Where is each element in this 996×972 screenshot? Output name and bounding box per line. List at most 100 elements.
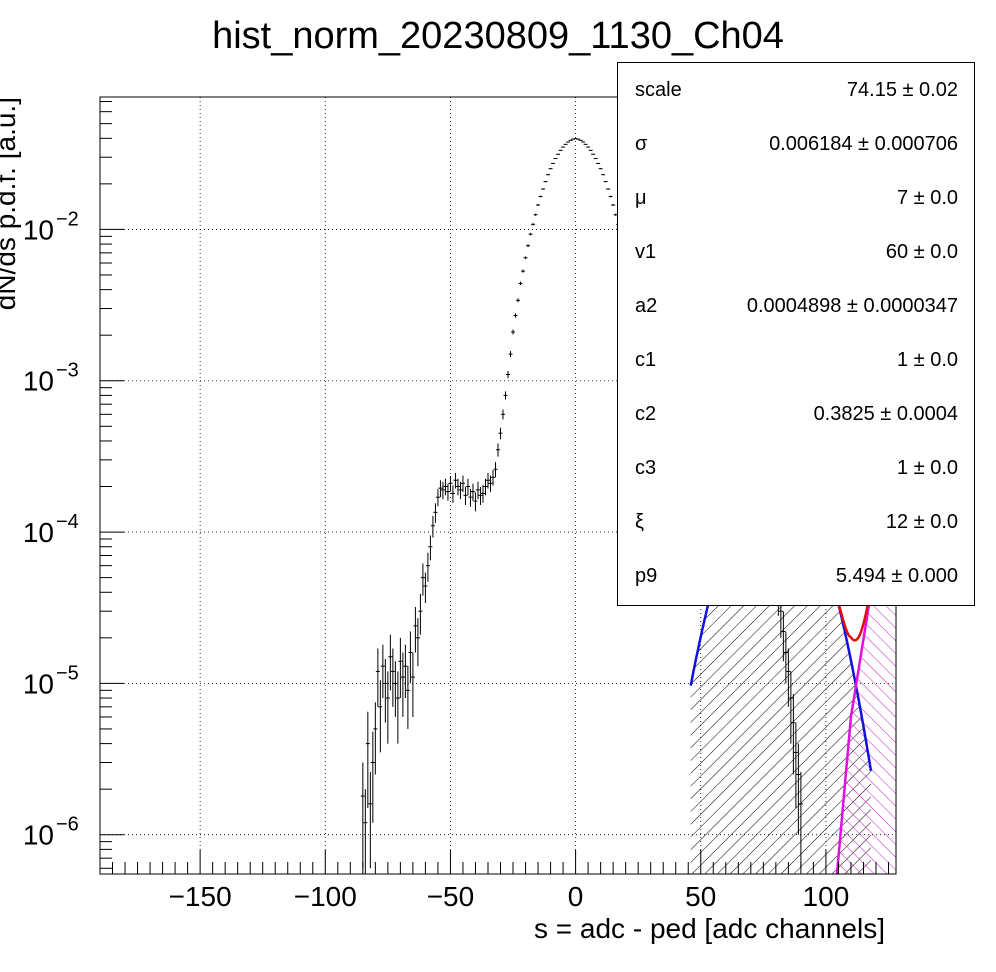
y-tick-label: 10: [23, 517, 54, 548]
data-point: [608, 195, 613, 198]
data-point: [576, 138, 581, 140]
data-point: [788, 671, 793, 744]
stats-param-value: 12 ± 0.0: [885, 511, 958, 533]
data-point: [383, 658, 388, 723]
data-point: [613, 213, 618, 216]
data-point: [528, 232, 533, 236]
data-point: [596, 162, 601, 164]
data-point: [380, 644, 385, 699]
data-point: [463, 486, 468, 505]
x-axis-label: s = adc - ped [adc channels]: [534, 913, 885, 944]
stats-row: p9 5.494 ± 0.000: [618, 549, 974, 603]
data-point: [435, 489, 440, 507]
data-point: [586, 146, 591, 148]
data-point: [483, 478, 488, 496]
data-point: [490, 470, 495, 486]
data-point: [455, 478, 460, 496]
data-point: [508, 351, 513, 358]
data-point: [373, 702, 378, 775]
data-point: [566, 141, 571, 143]
data-point: [793, 722, 798, 809]
data-point: [556, 153, 561, 155]
data-point: [523, 256, 528, 260]
data-point: [526, 244, 531, 248]
data-point: [420, 563, 425, 596]
stats-param-name: a2: [635, 295, 658, 317]
data-point: [378, 680, 383, 753]
data-point: [370, 731, 375, 823]
data-point: [368, 771, 373, 869]
data-point: [498, 427, 503, 440]
data-point: [395, 671, 400, 744]
x-tick-label: 0: [568, 881, 584, 912]
x-tick-label: −100: [294, 881, 357, 912]
data-point: [493, 462, 498, 478]
data-points: [360, 138, 803, 874]
data-point: [385, 671, 390, 744]
data-point: [468, 488, 473, 507]
data-point: [781, 611, 786, 662]
data-point: [598, 168, 603, 170]
data-point: [415, 618, 420, 667]
data-point: [433, 503, 438, 523]
data-point: [398, 637, 403, 699]
data-point: [593, 158, 598, 160]
y-tick-exponent: −4: [56, 511, 79, 533]
data-point: [413, 606, 418, 653]
y-tick-exponent: −6: [56, 814, 79, 836]
data-point: [485, 472, 490, 489]
data-point: [606, 188, 611, 190]
stats-param-value: 74.15 ± 0.02: [846, 79, 958, 101]
y-tick-label: 10: [23, 214, 54, 245]
stats-row: v1 60 ± 0.0: [618, 225, 974, 279]
data-point: [791, 694, 796, 775]
data-point: [475, 481, 480, 500]
y-tick-exponent: −2: [56, 208, 79, 230]
data-point: [601, 174, 606, 176]
stats-param-name: c2: [635, 403, 657, 425]
stats-param-value: 1 ± 0.0: [896, 349, 958, 371]
data-point: [543, 180, 548, 183]
data-point: [798, 771, 803, 869]
data-point: [513, 313, 518, 318]
y-tick-label: 10: [23, 820, 54, 851]
data-point: [496, 443, 500, 457]
data-point: [581, 141, 586, 143]
data-point: [450, 485, 455, 503]
data-point: [503, 391, 508, 400]
data-point: [568, 139, 573, 141]
data-point: [796, 743, 801, 835]
data-point: [393, 661, 398, 717]
data-point: [453, 472, 458, 489]
stats-param-name: scale: [635, 79, 682, 101]
data-point: [611, 204, 616, 206]
data-point: [511, 329, 516, 335]
stats-param-value: 1 ± 0.0: [896, 457, 958, 479]
stats-row: ξ 12 ± 0.0: [618, 495, 974, 549]
data-point: [603, 180, 608, 183]
data-point: [445, 483, 450, 501]
stats-param-name: c1: [635, 349, 657, 371]
stats-param-value: 60 ± 0.0: [885, 241, 958, 263]
data-point: [588, 149, 593, 151]
data-point: [410, 652, 415, 717]
data-point: [388, 634, 393, 691]
data-point: [365, 711, 370, 809]
data-point: [531, 223, 536, 226]
stats-param-name: μ: [635, 187, 647, 209]
data-point: [548, 168, 553, 170]
data-point: [460, 475, 465, 492]
data-point: [408, 631, 413, 684]
stats-row: c2 0.3825 ± 0.0004: [618, 387, 974, 441]
stats-row: c1 1 ± 0.0: [618, 333, 974, 387]
chart-title: hist_norm_20230809_1130_Ch04: [212, 15, 784, 57]
data-point: [583, 143, 588, 145]
data-point: [591, 153, 596, 155]
stats-param-name: ξ: [635, 511, 644, 533]
y-tick-label: 10: [23, 366, 54, 397]
data-point: [558, 149, 563, 151]
data-point: [403, 644, 408, 699]
stats-param-name: c3: [635, 457, 657, 479]
